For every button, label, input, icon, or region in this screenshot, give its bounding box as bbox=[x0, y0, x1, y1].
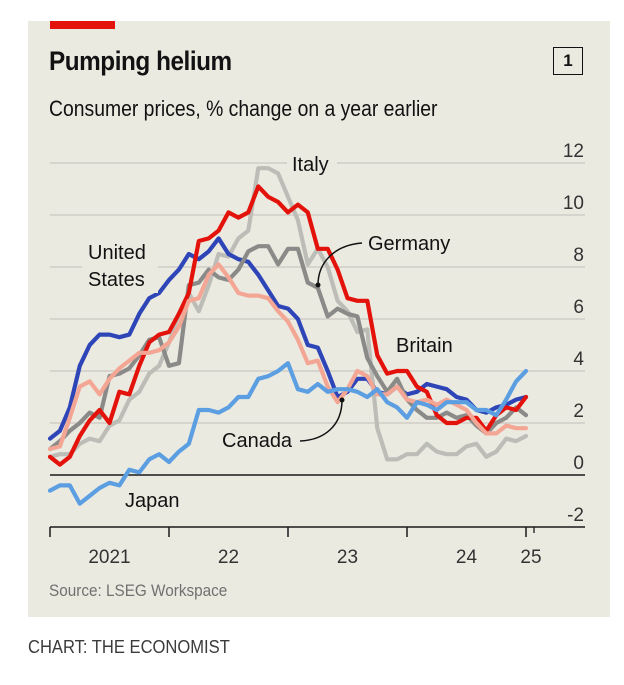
series-line-canada bbox=[47, 262, 529, 452]
y-tick-label: 6 bbox=[573, 297, 584, 318]
y-tick-label: 2 bbox=[573, 401, 584, 422]
chart-title: Pumping helium bbox=[49, 46, 232, 76]
label-united-states-line1: United bbox=[88, 242, 146, 264]
y-tick-label: 12 bbox=[563, 141, 584, 162]
series-line-united-states bbox=[47, 236, 529, 441]
y-tick-label: -2 bbox=[567, 505, 584, 526]
series-line-japan bbox=[47, 361, 529, 506]
y-tick-label: 8 bbox=[573, 245, 584, 266]
series-line-italy bbox=[47, 166, 529, 462]
canada-leader-line bbox=[299, 399, 343, 442]
germany-leader-dot bbox=[315, 282, 321, 288]
y-tick-label: 0 bbox=[573, 453, 584, 474]
germany-leader-line bbox=[317, 242, 363, 286]
series-lines bbox=[47, 166, 529, 506]
x-tick-label: 23 bbox=[337, 547, 358, 568]
source-note: Source: LSEG Workspace bbox=[49, 581, 228, 600]
y-tick-label: 4 bbox=[573, 349, 584, 370]
label-italy: Italy bbox=[292, 154, 329, 176]
italy-label-bg bbox=[287, 150, 337, 174]
x-axis: 2021 22 23 24 25 bbox=[49, 526, 585, 568]
chart-number-badge: 1 bbox=[553, 47, 583, 75]
chart-subtitle: Consumer prices, % change on a year earl… bbox=[49, 96, 438, 121]
label-germany: Germany bbox=[368, 233, 450, 255]
chart-credit: CHART: THE ECONOMIST bbox=[28, 637, 230, 657]
label-japan: Japan bbox=[125, 490, 180, 512]
y-axis-tick-labels: 12 10 8 6 4 2 0 -2 bbox=[563, 141, 585, 526]
y-tick-label: 10 bbox=[563, 193, 584, 214]
us-label-bg bbox=[82, 237, 158, 293]
label-united-states-line2: States bbox=[88, 269, 145, 291]
series-line-germany bbox=[47, 244, 529, 452]
series-labels: Italy United States Germany Britain Cana… bbox=[82, 150, 453, 512]
red-tag-accent bbox=[50, 21, 115, 29]
x-tick-label: 24 bbox=[456, 547, 478, 568]
label-canada: Canada bbox=[222, 430, 293, 452]
x-tick-label: 2021 bbox=[88, 547, 130, 568]
x-tick-label: 22 bbox=[218, 547, 239, 568]
canada-leader-dot bbox=[339, 397, 345, 403]
series-line-britain bbox=[47, 184, 529, 467]
x-tick-label: 25 bbox=[520, 547, 541, 568]
label-britain: Britain bbox=[396, 335, 453, 357]
